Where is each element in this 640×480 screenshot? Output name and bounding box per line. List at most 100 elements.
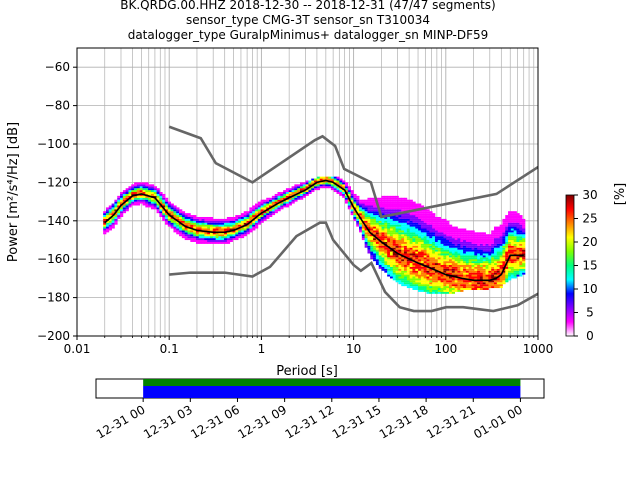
pdf-cell: [373, 203, 377, 206]
pdf-cell: [311, 186, 315, 189]
pdf-cell: [387, 230, 391, 233]
pdf-cell: [350, 209, 354, 212]
pdf-cell: [423, 253, 427, 256]
pdf-cell: [226, 228, 231, 231]
pdf-cell: [361, 236, 366, 239]
pdf-cell: [460, 240, 464, 242]
pdf-cell: [305, 182, 309, 185]
pdf-cell: [373, 259, 377, 262]
pdf-cell: [440, 218, 444, 221]
pdf-cell: [412, 238, 416, 241]
pdf-cell: [336, 190, 340, 193]
pdf-cell: [297, 190, 301, 193]
pdf-cell: [361, 238, 366, 241]
y-tick-label: −200: [37, 329, 70, 343]
pdf-cell: [432, 213, 436, 216]
pdf-cell: [404, 284, 408, 287]
pdf-cell: [426, 232, 430, 235]
pdf-cell: [387, 201, 391, 204]
pdf-cell: [353, 216, 357, 219]
pdf-cell: [502, 276, 506, 279]
pdf-cell: [491, 238, 495, 241]
pdf-cell: [474, 272, 478, 275]
pdf-cell: [420, 232, 425, 235]
pdf-cell: [387, 236, 391, 239]
x-tick-label: 1000: [523, 342, 554, 356]
pdf-cell: [465, 274, 470, 277]
pdf-cell: [449, 241, 453, 244]
pdf-cell: [162, 213, 166, 216]
pdf-cell: [510, 268, 515, 271]
pdf-cell: [148, 192, 152, 194]
pdf-cell: [398, 197, 402, 200]
pdf-cell: [136, 186, 141, 189]
pdf-cell: [432, 278, 436, 281]
pdf-cell: [485, 243, 489, 246]
pdf-cell: [491, 263, 495, 266]
pdf-cell: [299, 197, 304, 200]
pdf-cell: [246, 226, 250, 229]
pdf-cell: [449, 232, 453, 235]
timeline-tick-label: 12-31 00: [94, 402, 148, 441]
pdf-cell: [384, 232, 388, 235]
pdf-cell: [387, 257, 391, 260]
pdf-cell: [257, 218, 262, 221]
pdf-cell: [460, 255, 464, 258]
pdf-cell: [409, 257, 413, 260]
pdf-cell: [392, 236, 396, 239]
pdf-cell: [134, 186, 138, 189]
pdf-cell: [404, 222, 408, 225]
pdf-cell: [409, 241, 413, 244]
pdf-cell: [389, 274, 394, 277]
pdf-cell: [243, 218, 247, 221]
pdf-cell: [387, 205, 391, 208]
pdf-cell: [117, 215, 121, 218]
pdf-cell: [375, 215, 380, 218]
pdf-cell: [415, 270, 419, 273]
pdf-cell: [356, 216, 360, 219]
pdf-cell: [499, 276, 503, 279]
pdf-cell: [502, 222, 506, 225]
pdf-cell: [510, 259, 515, 262]
pdf-cell: [434, 282, 439, 285]
pdf-cell: [195, 238, 200, 241]
pdf-cell: [114, 209, 118, 212]
pdf-cell: [415, 222, 419, 225]
pdf-cell: [463, 272, 467, 275]
pdf-cell: [474, 264, 478, 267]
pdf-cell: [367, 205, 371, 208]
pdf-cell: [381, 268, 385, 271]
pdf-cell: [488, 276, 492, 279]
pdf-cell: [479, 241, 484, 244]
pdf-cell: [136, 199, 141, 202]
pdf-cell: [418, 232, 422, 235]
pdf-cell: [139, 195, 143, 198]
pdf-cell: [460, 289, 464, 292]
pdf-cell: [508, 232, 512, 235]
pdf-cell: [420, 264, 425, 267]
pdf-cell: [493, 280, 498, 283]
pdf-cell: [370, 257, 374, 260]
pdf-cell: [426, 264, 430, 267]
pdf-cell: [128, 186, 132, 189]
pdf-cell: [319, 184, 323, 187]
pdf-cell: [218, 228, 222, 231]
pdf-cell: [519, 263, 523, 266]
pdf-cell: [395, 257, 399, 260]
pdf-cell: [356, 220, 360, 223]
pdf-cell: [207, 240, 211, 242]
pdf-cell: [437, 268, 441, 271]
pdf-cell: [401, 218, 405, 221]
pdf-cell: [423, 261, 427, 264]
pdf-cell: [389, 201, 394, 204]
pdf-cell: [105, 211, 110, 214]
pdf-cell: [412, 255, 416, 258]
pdf-cell: [181, 218, 186, 221]
pdf-cell: [404, 205, 408, 208]
pdf-cell: [367, 224, 371, 227]
pdf-cell: [162, 203, 166, 206]
pdf-cell: [201, 224, 205, 227]
pdf-cell: [423, 226, 427, 229]
pdf-cell: [446, 280, 450, 283]
pdf-cell: [361, 201, 366, 204]
